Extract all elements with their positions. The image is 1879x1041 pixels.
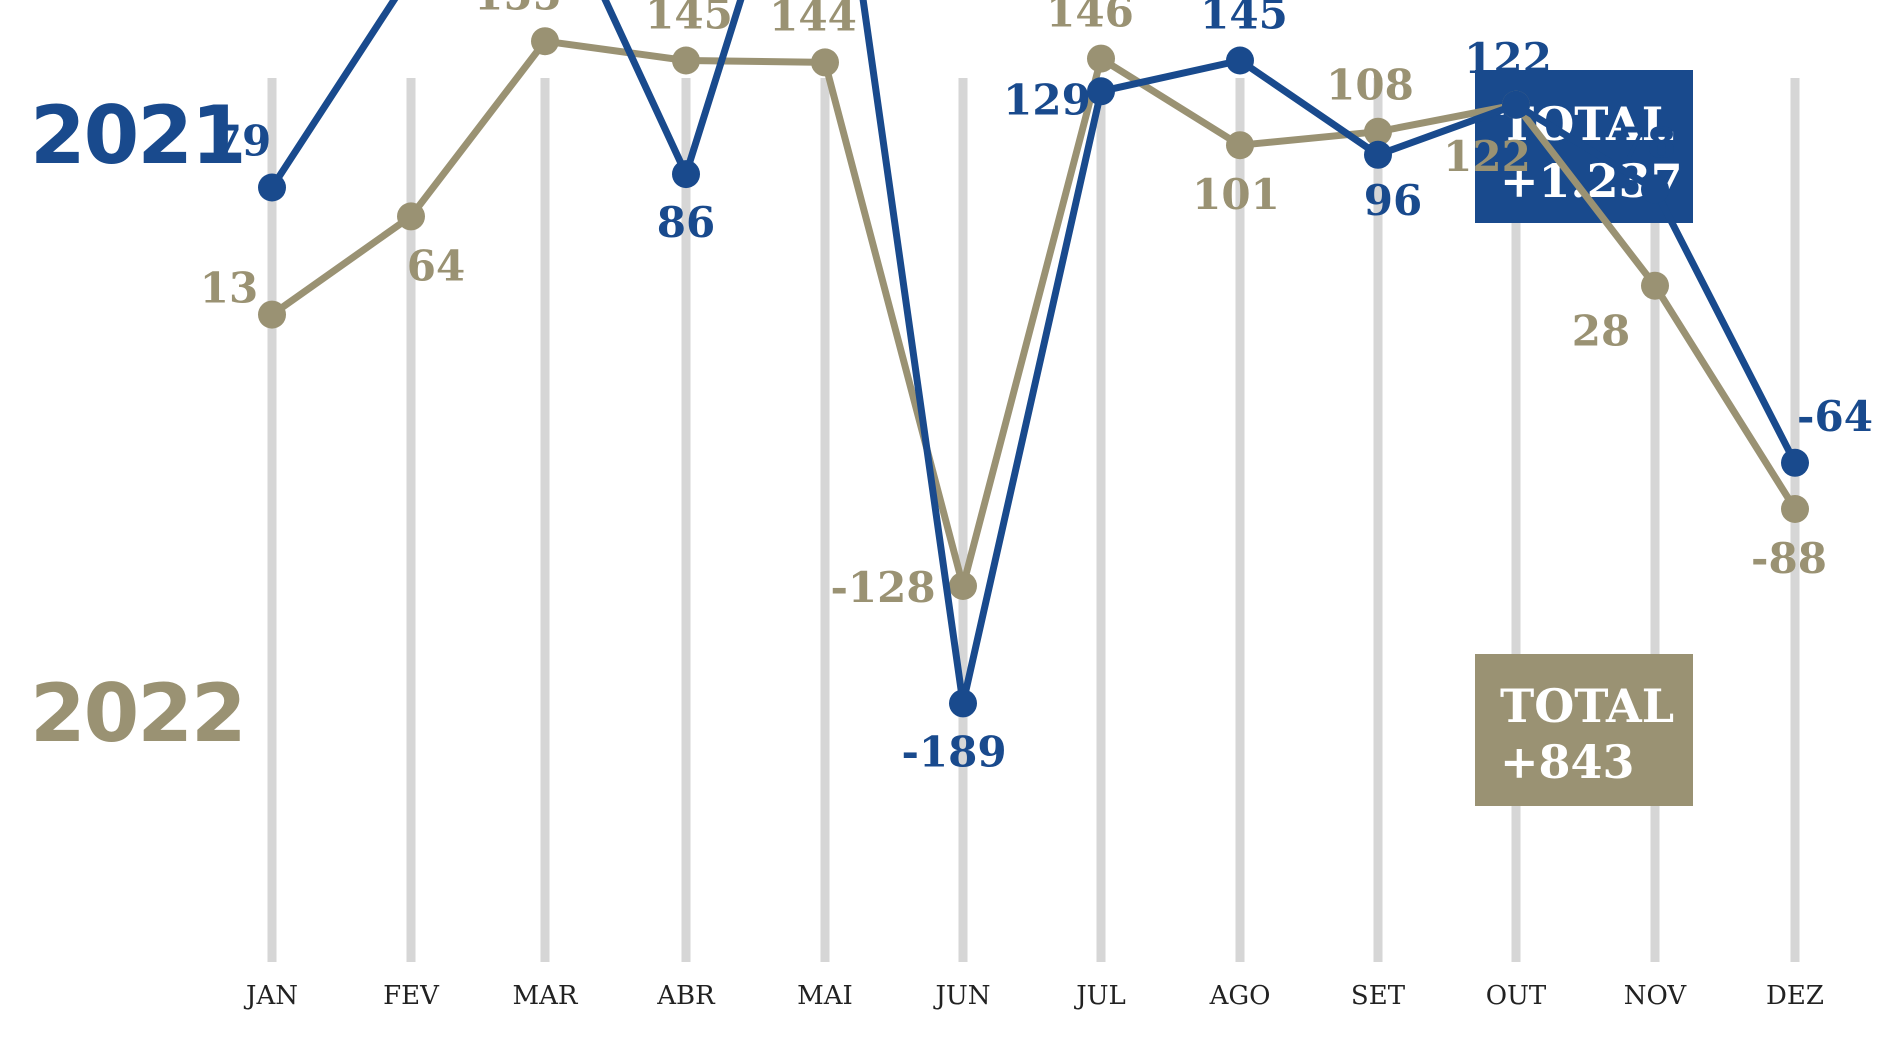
data-label-2022-dez: -88	[1751, 534, 1827, 583]
point-2022-mar	[531, 27, 559, 56]
x-tick-fev: FEV	[383, 981, 440, 1011]
x-tick-abr: ABR	[656, 981, 716, 1011]
data-label-2021-out: 122	[1464, 34, 1552, 83]
data-label-2021-nov: 78	[1618, 118, 1676, 167]
x-tick-jul: JUL	[1073, 981, 1126, 1011]
point-2021-jan	[258, 173, 286, 202]
data-label-2022-nov: 28	[1572, 307, 1630, 356]
x-tick-out: OUT	[1486, 981, 1547, 1011]
series-line-2022	[268, 37, 1799, 590]
x-tick-dez: DEZ	[1766, 981, 1824, 1011]
point-2022-jun	[949, 572, 977, 600]
total-box-2022-bg	[1475, 654, 1693, 806]
x-tick-mai: MAI	[797, 981, 853, 1011]
data-label-2022-abr: 145	[645, 0, 733, 38]
data-label-2022-fev: 64	[407, 241, 465, 290]
x-tick-ago: AGO	[1209, 981, 1271, 1011]
point-2022-nov	[1641, 271, 1669, 300]
data-label-2021-ago: 145	[1200, 0, 1288, 38]
legend-2022: 2022	[30, 667, 245, 760]
legend: 2021 2022	[30, 89, 247, 760]
data-label-2021-jul: 129	[1003, 75, 1091, 124]
point-2021-ago	[1226, 46, 1254, 75]
data-labels: 1364155145144-12814610110812228-88791902…	[200, 0, 1873, 776]
data-label-2021-abr: 86	[657, 198, 715, 247]
series-2021	[258, 0, 1809, 718]
point-2022-fev	[397, 202, 425, 231]
data-label-2022-mai: 144	[769, 0, 857, 40]
point-2022-jul	[1087, 44, 1115, 73]
data-label-2022-jan: 13	[200, 264, 258, 313]
total-box-2022: TOTAL +843	[1475, 654, 1693, 806]
point-2021-out	[1502, 90, 1530, 119]
point-2021-dez	[1781, 448, 1809, 477]
point-2022-jan	[258, 300, 286, 329]
point-2021-abr	[672, 160, 700, 189]
series-line-2021	[268, 0, 1799, 707]
total-2022-label: TOTAL	[1500, 679, 1674, 733]
x-tick-nov: NOV	[1624, 981, 1688, 1011]
data-label-2021-jun: -189	[901, 727, 1006, 776]
x-tick-jun: JUN	[932, 981, 990, 1011]
x-axis-ticks: JAN FEV MAR ABR MAI JUN JUL AGO SET OUT NOV DEZ	[243, 981, 1824, 1011]
point-2022-mai	[811, 48, 839, 77]
data-label-2022-out: 122	[1443, 132, 1531, 181]
point-2021-jul	[1087, 77, 1115, 106]
total-2022-value: +843	[1500, 735, 1635, 789]
x-tick-jan: JAN	[243, 981, 298, 1011]
data-label-2022-mar: 155	[474, 0, 562, 19]
point-2022-abr	[672, 46, 700, 75]
point-2022-dez	[1781, 495, 1809, 523]
data-label-2022-ago: 101	[1192, 170, 1280, 219]
series	[258, 0, 1809, 718]
x-tick-mar: MAR	[513, 981, 579, 1011]
data-label-2022-jul: 146	[1046, 0, 1134, 37]
legend-2021: 2021	[30, 89, 245, 182]
data-label-2022-set: 108	[1326, 61, 1414, 110]
data-label-2022-jun: -128	[830, 563, 935, 612]
point-2021-nov	[1641, 175, 1669, 204]
data-label-2021-set: 96	[1364, 176, 1422, 225]
point-2022-set	[1364, 117, 1392, 146]
point-2021-set	[1364, 140, 1392, 169]
x-tick-set: SET	[1351, 981, 1406, 1011]
point-2022-ago	[1226, 131, 1254, 160]
data-label-2021-jan: 79	[213, 117, 271, 166]
point-2021-jun	[949, 689, 977, 718]
data-label-2021-dez: -64	[1797, 392, 1873, 441]
